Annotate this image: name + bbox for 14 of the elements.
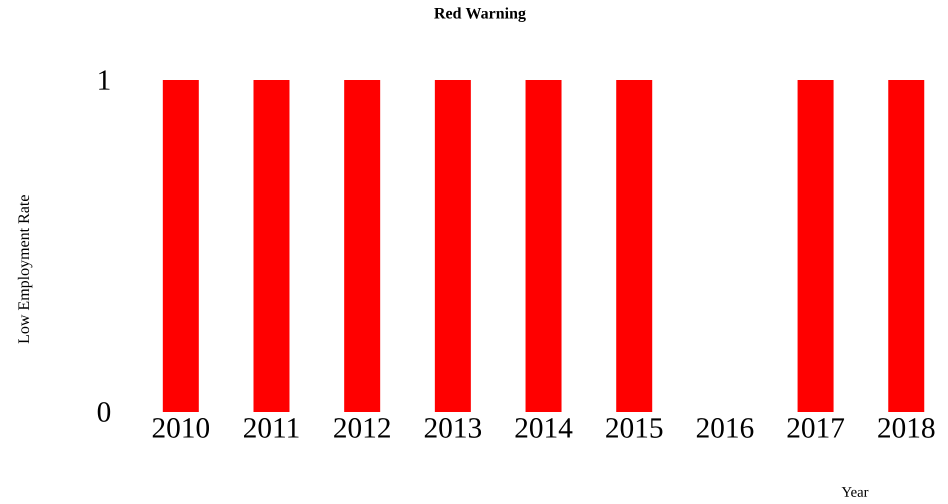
- x-tick-label: 2014: [515, 418, 572, 438]
- x-tick-label: 2016: [696, 418, 754, 438]
- y-tick-label: 1: [99, 70, 110, 90]
- x-tick-label: 2017: [788, 418, 844, 438]
- x-axis-title: Year: [842, 487, 868, 497]
- x-tick-label: 2018: [878, 418, 934, 438]
- x-tick-label: 2015: [606, 418, 662, 438]
- chart-title: Red Warning: [434, 7, 526, 22]
- x-tick-label: 2013: [424, 418, 482, 438]
- y-tick-label: 0: [98, 402, 110, 422]
- x-tick-label: 2010: [152, 418, 210, 438]
- x-tick-label: 2011: [244, 418, 299, 438]
- x-tick-label: 2012: [334, 418, 390, 438]
- y-axis-title: Low Employment Rate: [18, 195, 32, 344]
